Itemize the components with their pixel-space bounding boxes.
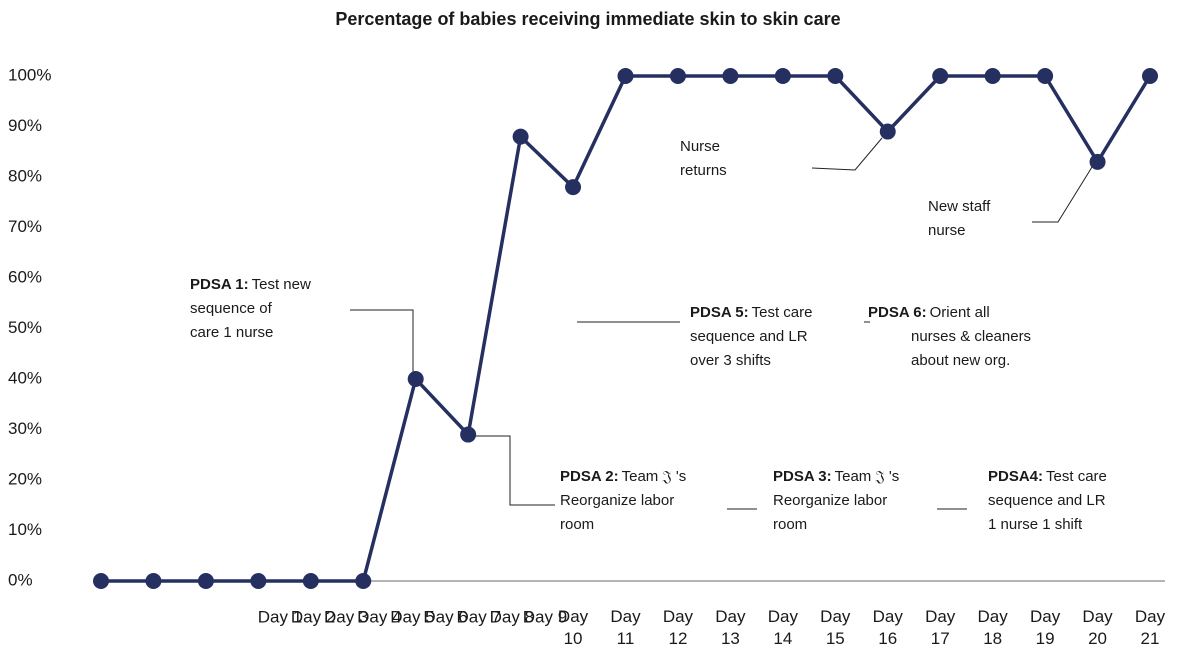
annotation: New staff nurse [928,198,991,239]
data-point [197,573,214,589]
annotation-label: PDSA 2: [560,468,619,485]
annotation-text: PDSA 1: Test new [190,276,311,293]
y-tick-label: 60% [8,267,42,286]
data-point [669,68,686,84]
annotation-line: about new org. [911,352,1010,369]
data-point [617,68,634,84]
annotation: PDSA 2: Team 𝔍 's Reorganize labor room [560,468,686,533]
y-tick-label: 0% [8,570,33,589]
data-point [932,68,949,84]
annotation-line: nurses & cleaners [911,328,1031,345]
annotation-text: Nurse [680,138,720,155]
x-tick-label: Day 2 [291,607,335,626]
x-tick-label: Day 17 [925,607,956,648]
annotation: PDSA 1: Test new sequence of care 1 nurse [190,276,311,341]
data-point [93,573,109,589]
y-tick-label: 20% [8,469,42,488]
data-point [565,179,582,196]
annotation-text: New staff [928,198,991,215]
x-tick-label: Day 16 [873,607,904,648]
y-tick-label: 10% [8,520,42,539]
annotation-label: PDSA 6: [868,304,927,321]
annotation-line: 1 nurse 1 shift [988,516,1083,533]
data-point [460,426,477,443]
x-tick-label: Day 6 [423,607,467,626]
annotation: PDSA 3: Team 𝔍 's Reorganize labor room [773,468,899,533]
annotation-label: PDSA 1: [190,276,249,293]
annotation: PDSA 5: Test care sequence and LR over 3 sh… [690,304,812,369]
x-tick-label: Day 14 [768,607,799,648]
annotation: Nurse returns [680,138,727,179]
annotation-text: PDSA 2: Team 𝔍 's [560,468,686,485]
annotation-line: Test new [252,276,311,293]
annotation-label: PDSA 3: [773,468,832,485]
annotation-label: PDSA 5: [690,304,749,321]
x-tick-label: Day 19 [1030,607,1061,648]
annotation-line: Reorganize labor [773,492,887,509]
annotation: PDSA4: Test care sequence and LR 1 nurse 1 … [988,468,1107,533]
annotation-label: PDSA4: [988,468,1043,485]
annotation-text: PDSA 6: Orient all [868,304,990,321]
data-point [145,573,162,589]
x-tick-label: Day 18 [978,607,1009,648]
annotation-text: PDSA 5: Test care [690,304,812,321]
data-point [1037,68,1054,84]
x-tick-label: Day 9 [523,607,567,626]
x-tick-label: Day 1 [258,607,302,626]
data-point [984,68,1001,84]
annotation-line: returns [680,162,727,179]
annotation-line: Reorganize labor [560,492,674,509]
data-point [722,68,739,84]
y-tick-label: 100% [8,65,51,84]
annotation-line: nurse [928,222,966,239]
annotation-text: PDSA 3: Team 𝔍 's [773,468,899,485]
x-tick-label: Day 21 [1135,607,1166,648]
data-point [512,128,529,145]
data-point [827,68,844,84]
data-point [302,573,319,589]
annotation-line: sequence and LR [988,492,1106,509]
y-tick-label: 40% [8,368,42,387]
leaders [350,137,1093,510]
annotation: PDSA 6: Orient all nurses & cleaners about … [868,304,1031,369]
y-tick-label: 70% [8,217,42,236]
annotation-line: room [560,516,594,533]
x-tick-label: Day 8 [490,607,534,626]
annotation-line: sequence and LR [690,328,808,345]
x-tick-label: Day 15 [820,607,851,648]
data-point [1142,68,1158,84]
annotation-line: Test care [752,304,813,321]
annotation-line: Test care [1046,468,1107,485]
annotation-line: sequence of [190,300,273,317]
annotation-line: Orient all [930,304,990,321]
x-tick-label: Day 11 [610,607,641,648]
chart-title: Percentage of babies receiving immediate… [335,9,840,29]
x-tick-label: Day 13 [715,607,746,648]
annotation-text: PDSA4: Test care [988,468,1107,485]
data-point [1089,153,1106,170]
annotation-line: over 3 shifts [690,352,771,369]
x-tick-label: Day 20 [1082,607,1113,648]
x-tick-label: Day 7 [457,607,501,626]
y-tick-label: 30% [8,419,42,438]
x-tick-label: Day 12 [663,607,694,648]
annotation-line: room [773,516,807,533]
y-tick-label: 50% [8,318,42,337]
data-point [879,123,896,140]
annotation-line: Team 𝔍 's [835,468,900,485]
data-point [250,573,267,589]
x-tick-label: Day 5 [390,607,434,626]
annotation-line: Team 𝔍 's [622,468,687,485]
data-point [407,371,424,387]
y-tick-label: 80% [8,166,42,185]
data-point [355,573,372,589]
x-tick-label: Day 3 [324,607,368,626]
x-tick-label: Day 4 [357,607,401,626]
annotation-line: care 1 nurse [190,324,273,341]
x-tick-label: Day 10 [558,607,589,648]
data-point [774,68,791,84]
y-tick-label: 90% [8,116,42,135]
